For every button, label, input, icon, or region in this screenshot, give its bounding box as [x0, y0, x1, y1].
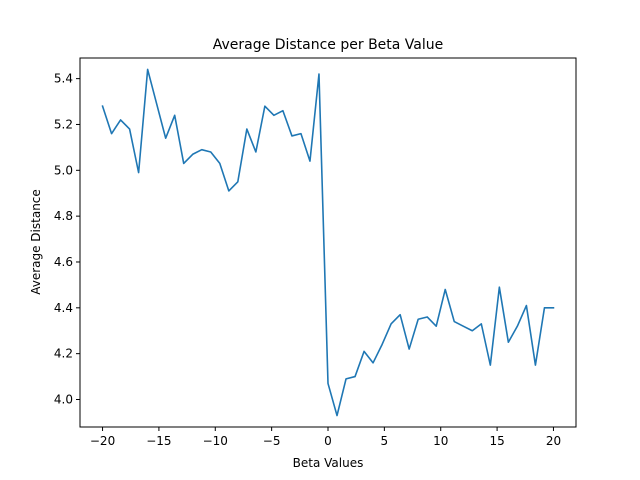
- x-tick-label: 15: [489, 434, 504, 448]
- x-tick-label: 20: [546, 434, 561, 448]
- x-tick-label: 10: [433, 434, 448, 448]
- plot-frame: [79, 57, 577, 428]
- chart-title: Average Distance per Beta Value: [213, 37, 444, 53]
- y-tick-label: 5.4: [54, 72, 73, 86]
- y-tick-label: 4.8: [54, 209, 73, 223]
- y-tick-label: 5.0: [54, 163, 73, 177]
- x-axis-label: Beta Values: [293, 456, 364, 470]
- x-tick-label: −20: [90, 434, 115, 448]
- x-tick-label: −5: [263, 434, 281, 448]
- x-tick-label: −10: [203, 434, 228, 448]
- x-tick-label: 5: [381, 434, 389, 448]
- y-tick-label: 4.2: [54, 347, 73, 361]
- x-tick-label: −15: [146, 434, 171, 448]
- series-line: [101, 68, 555, 417]
- y-axis-label: Average Distance: [29, 189, 43, 295]
- y-axis-ticks: 4.0 4.2 4.4 4.6 4.8 5.0 5.2 5.4: [54, 72, 80, 406]
- y-tick-label: 4.6: [54, 255, 73, 269]
- series-layer: [101, 68, 555, 417]
- x-tick-label: 0: [324, 434, 332, 448]
- y-tick-label: 4.0: [54, 392, 73, 406]
- y-tick-label: 4.4: [54, 301, 73, 315]
- x-axis-ticks: −20 −15 −10 −5 0 5 10 15 20: [90, 427, 561, 448]
- y-tick-label: 5.2: [54, 117, 73, 131]
